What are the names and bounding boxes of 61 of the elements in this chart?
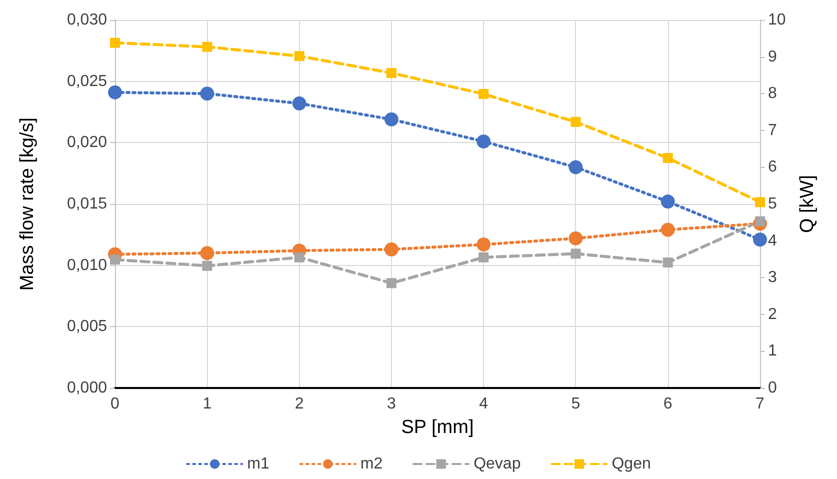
y2-tick-label: 4 [768,232,777,250]
x-tick-label: 2 [294,396,304,412]
y-tick-label: 0,010 [66,256,108,274]
y2-tick-label: 3 [768,269,777,286]
y2-tick-label: 6 [768,158,777,176]
point [476,134,491,148]
legend-label: Qevap [474,456,521,472]
point [110,38,120,48]
point [660,194,675,209]
point [755,197,765,208]
point [200,246,214,260]
point [753,232,767,247]
point [660,222,675,237]
legend-label: m2 [360,456,383,472]
y-tick-label: 0,000 [66,380,108,396]
y-tick-label: 0,025 [66,72,108,90]
legend-label: Qgen [612,456,651,472]
y-tick-label: 0,030 [66,12,108,28]
x-tick-label: 1 [202,396,212,412]
x-tick-label: 0 [110,396,120,412]
y-tick-label: 0,020 [66,134,108,152]
point [662,153,673,163]
x-tick-label: 7 [756,396,765,412]
point [570,248,581,259]
y2-tick-label: 8 [768,85,777,102]
point [384,242,398,256]
y2-tick-label: 9 [768,48,777,66]
y2-tick-label: 1 [768,342,777,360]
y-tick-label: 0,015 [66,196,108,212]
x-tick-label: 3 [386,396,396,412]
y2-tick-label: 5 [768,196,777,212]
y2-axis-title: Q [kW] [797,174,818,234]
y-axis-title: Mass flow rate [kg/s] [17,117,38,291]
point [478,88,489,99]
y2-tick-label: 7 [768,122,777,139]
point [200,86,214,101]
x-tick-label: 5 [571,396,580,412]
x-tick-label: 6 [663,396,672,412]
point [202,42,212,52]
point [202,260,212,271]
point [384,112,398,126]
point [110,254,120,265]
point [662,258,673,268]
point [568,160,583,174]
y2-tick-label: 2 [768,306,777,323]
legend-label: m1 [247,456,270,472]
point [294,51,304,62]
x-tick-label: 4 [479,396,488,412]
point [294,252,304,262]
point [386,68,396,78]
x-axis-title: SP [mm] [401,417,474,438]
point [568,231,583,246]
y2-tick-label: 10 [768,12,786,28]
y-tick-label: 0,005 [66,318,108,336]
point [108,85,122,100]
point [476,237,491,252]
point [478,252,489,262]
point [292,96,306,110]
y2-tick-label: 0 [768,380,777,396]
point [570,116,581,127]
point [386,278,396,288]
